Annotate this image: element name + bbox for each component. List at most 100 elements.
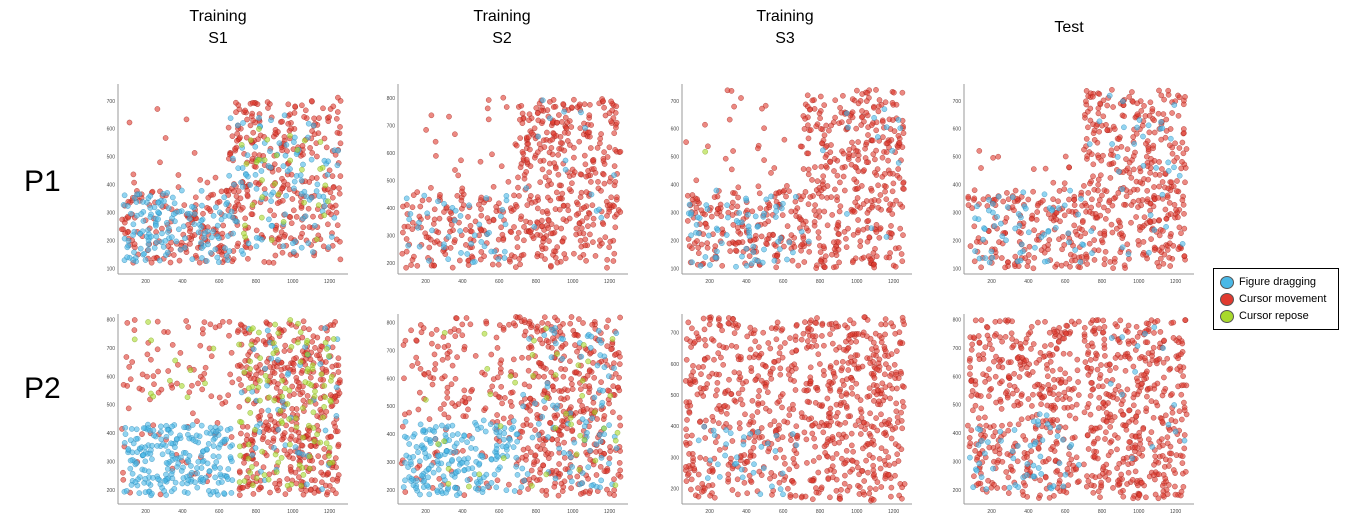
data-point-cursor-movement xyxy=(328,433,335,440)
data-point-cursor-movement xyxy=(832,114,838,121)
data-point-cursor-repose xyxy=(612,437,619,444)
y-tick-label: 700 xyxy=(671,331,680,337)
data-point-figure-dragging xyxy=(308,194,315,201)
data-point-figure-dragging xyxy=(290,240,296,247)
data-point-cursor-movement xyxy=(409,226,416,232)
data-point-figure-dragging xyxy=(560,450,567,456)
data-point-cursor-movement xyxy=(503,104,510,110)
data-point-cursor-movement xyxy=(520,251,527,258)
data-point-cursor-movement xyxy=(1151,184,1157,190)
data-point-cursor-movement xyxy=(829,251,835,258)
data-point-cursor-movement xyxy=(815,229,822,235)
data-point-figure-dragging xyxy=(452,449,459,455)
data-point-cursor-movement xyxy=(548,344,555,351)
data-point-cursor-movement xyxy=(610,409,616,416)
data-point-cursor-movement xyxy=(452,375,459,382)
data-point-cursor-movement xyxy=(606,208,612,215)
data-point-figure-dragging xyxy=(198,245,205,251)
data-point-cursor-movement xyxy=(1123,156,1129,162)
data-point-cursor-movement xyxy=(556,206,563,213)
data-point-cursor-movement xyxy=(730,148,736,154)
data-point-cursor-movement xyxy=(436,475,443,482)
data-point-cursor-movement xyxy=(247,122,254,129)
data-point-cursor-movement xyxy=(554,436,561,443)
data-point-cursor-movement xyxy=(540,235,547,242)
data-point-cursor-movement xyxy=(1091,186,1098,193)
x-tick-label: 200 xyxy=(421,279,430,285)
data-point-cursor-movement xyxy=(767,345,774,352)
data-point-cursor-movement xyxy=(148,259,155,266)
data-point-cursor-movement xyxy=(537,179,544,186)
data-point-cursor-movement xyxy=(771,165,778,171)
data-point-cursor-movement xyxy=(139,371,146,378)
data-point-cursor-movement xyxy=(773,264,780,271)
data-point-cursor-movement xyxy=(337,124,343,130)
data-point-cursor-movement xyxy=(248,211,255,217)
data-point-cursor-movement xyxy=(551,483,558,490)
data-point-figure-dragging xyxy=(292,444,299,450)
data-point-cursor-movement xyxy=(494,477,501,484)
data-point-cursor-movement xyxy=(708,213,715,220)
data-point-cursor-movement xyxy=(873,87,879,93)
data-point-cursor-repose xyxy=(287,441,293,448)
data-point-cursor-movement xyxy=(1061,180,1068,187)
data-point-cursor-movement xyxy=(1079,226,1085,233)
data-point-cursor-movement xyxy=(598,131,604,137)
data-point-cursor-movement xyxy=(315,453,322,459)
data-point-cursor-movement xyxy=(570,172,577,178)
data-point-cursor-movement xyxy=(731,103,737,110)
data-point-figure-dragging xyxy=(535,421,542,427)
data-point-cursor-repose xyxy=(259,194,266,200)
data-point-cursor-movement xyxy=(401,223,408,230)
data-point-cursor-movement xyxy=(809,177,815,183)
data-point-cursor-movement xyxy=(506,256,513,263)
data-point-cursor-movement xyxy=(891,89,897,96)
data-point-figure-dragging xyxy=(180,223,187,230)
data-point-figure-dragging xyxy=(1012,225,1019,232)
data-point-figure-dragging xyxy=(212,474,219,481)
data-point-figure-dragging xyxy=(430,469,437,476)
data-point-cursor-repose xyxy=(326,460,333,467)
data-point-cursor-movement xyxy=(290,368,297,375)
data-point-cursor-movement xyxy=(1131,186,1137,193)
data-point-figure-dragging xyxy=(986,196,992,203)
data-point-figure-dragging xyxy=(483,195,490,201)
data-point-cursor-movement xyxy=(693,330,700,337)
data-point-figure-dragging xyxy=(511,488,518,494)
data-point-figure-dragging xyxy=(159,230,165,237)
data-point-cursor-movement xyxy=(490,183,497,190)
data-point-cursor-repose xyxy=(312,388,318,395)
data-point-cursor-movement xyxy=(971,258,978,265)
data-point-cursor-movement xyxy=(517,261,523,268)
data-point-cursor-movement xyxy=(865,132,871,138)
data-point-cursor-movement xyxy=(204,179,211,186)
data-point-cursor-movement xyxy=(559,238,566,245)
data-point-cursor-repose xyxy=(304,337,311,344)
data-point-cursor-movement xyxy=(571,250,577,257)
data-point-cursor-repose xyxy=(435,441,441,447)
x-tick-label: 600 xyxy=(1061,279,1070,285)
data-point-cursor-movement xyxy=(126,364,133,370)
data-point-figure-dragging xyxy=(1134,124,1140,131)
data-point-cursor-movement xyxy=(1099,239,1106,246)
data-point-cursor-repose xyxy=(592,457,599,464)
data-point-cursor-movement xyxy=(216,198,223,205)
data-point-cursor-movement xyxy=(478,249,485,255)
data-point-figure-dragging xyxy=(535,133,542,140)
data-point-figure-dragging xyxy=(128,482,135,488)
data-point-cursor-movement xyxy=(586,112,593,119)
data-point-cursor-movement xyxy=(293,374,300,381)
data-point-figure-dragging xyxy=(229,477,236,483)
data-point-cursor-movement xyxy=(482,405,489,412)
data-point-cursor-repose xyxy=(614,429,621,436)
data-point-figure-dragging xyxy=(1075,211,1081,218)
data-point-figure-dragging xyxy=(445,256,452,263)
data-point-cursor-movement xyxy=(839,164,846,171)
data-point-cursor-movement xyxy=(472,353,479,359)
data-point-cursor-repose xyxy=(612,482,619,489)
data-point-figure-dragging xyxy=(200,476,207,483)
data-point-cursor-movement xyxy=(845,225,851,232)
data-point-figure-dragging xyxy=(400,484,407,490)
data-point-figure-dragging xyxy=(425,474,431,481)
data-point-cursor-movement xyxy=(1162,134,1169,141)
